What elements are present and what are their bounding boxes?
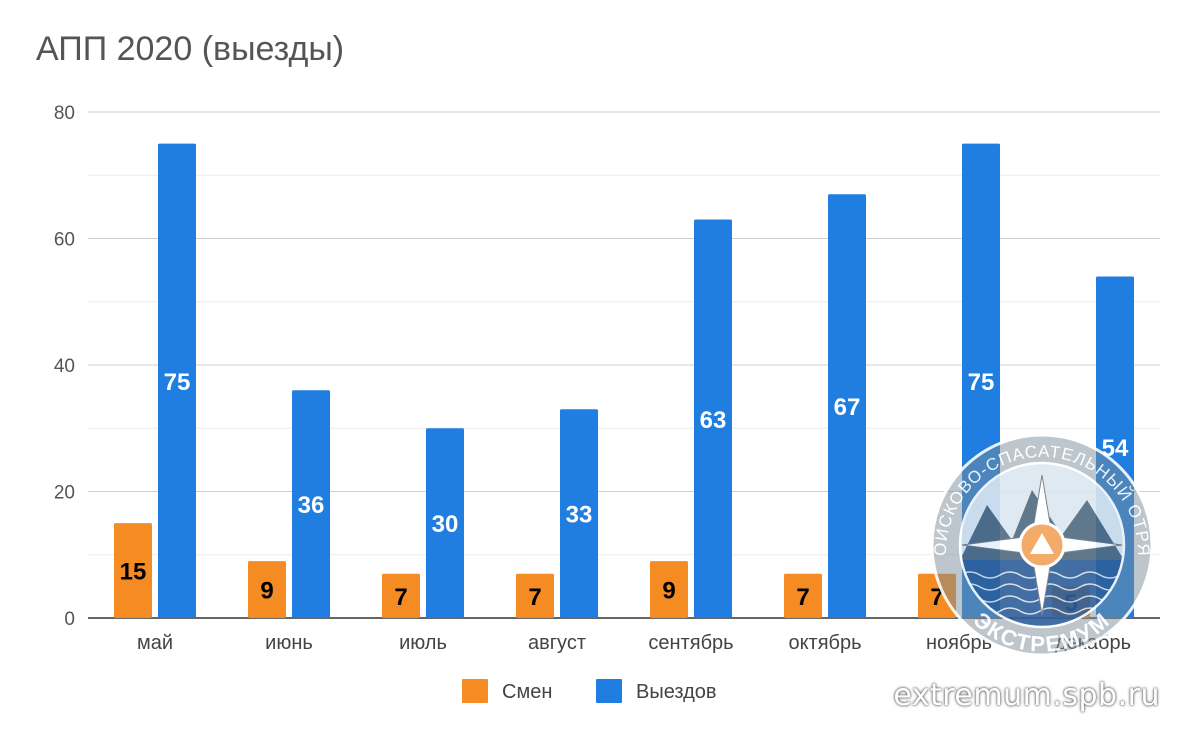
watermark-url: extremum.spb.ru: [893, 678, 1160, 713]
x-tick-label: ноябрь: [926, 632, 992, 654]
data-label: 63: [700, 407, 727, 434]
bar-vyezdov: [828, 194, 866, 618]
bar-smen: [650, 561, 688, 618]
legend-item-smen: Смен: [462, 679, 552, 703]
data-label: 15: [120, 559, 147, 586]
compass-star-icon: [961, 474, 1123, 616]
x-tick-label: октябрь: [788, 632, 861, 654]
legend-swatch: [596, 679, 622, 703]
y-tick-label: 40: [54, 356, 75, 377]
bar-vyezdov: [292, 390, 330, 618]
data-label: 75: [968, 369, 995, 396]
x-tick-label: сентябрь: [648, 632, 733, 654]
bar-vyezdov: [560, 409, 598, 618]
data-label: 33: [566, 502, 593, 529]
value-labels: 1575936730733963767775554: [120, 369, 1129, 617]
data-label: 36: [298, 492, 325, 519]
seal-outer-border: [930, 433, 1154, 657]
data-label: 30: [432, 511, 459, 538]
data-label: 54: [1102, 435, 1129, 462]
y-tick-label: 80: [54, 103, 75, 124]
chart-title: АПП 2020 (выезды): [36, 30, 345, 68]
legend: Смен Выездов: [462, 679, 717, 703]
legend-label: Выездов: [636, 681, 717, 703]
bar-smen: [382, 573, 420, 618]
y-tick-label: 20: [54, 483, 75, 504]
y-tick-label: 60: [54, 230, 75, 251]
data-label: 7: [394, 584, 407, 611]
data-label: 9: [260, 578, 273, 605]
data-label: 75: [164, 369, 191, 396]
x-tick-label: июнь: [265, 632, 313, 654]
x-tick-label: май: [137, 632, 173, 654]
x-tick-label: июль: [399, 632, 447, 654]
y-axis-ticks: 0 20 40 60 80: [54, 103, 75, 630]
bars: [114, 143, 1134, 618]
bar-smen: [516, 573, 554, 618]
bar-smen: [248, 561, 286, 618]
data-label: 9: [662, 578, 675, 605]
y-tick-label: 0: [64, 609, 75, 630]
x-tick-label: август: [528, 632, 586, 654]
legend-swatch: [462, 679, 488, 703]
x-axis-labels: май июнь июль август сентябрь октябрь ноябрь де…: [137, 632, 1131, 654]
legend-item-vyezdov: Выездов: [596, 679, 717, 703]
data-label: 67: [834, 394, 861, 421]
data-label: 7: [796, 584, 809, 611]
bar-vyezdov: [426, 428, 464, 618]
data-label: 7: [528, 584, 541, 611]
bar-smen: [784, 573, 822, 618]
bar-vyezdov: [694, 219, 732, 618]
bar-smen: [114, 523, 152, 618]
bar-smen: [918, 573, 956, 618]
legend-label: Смен: [502, 681, 552, 703]
bar-vyezdov: [158, 143, 196, 618]
